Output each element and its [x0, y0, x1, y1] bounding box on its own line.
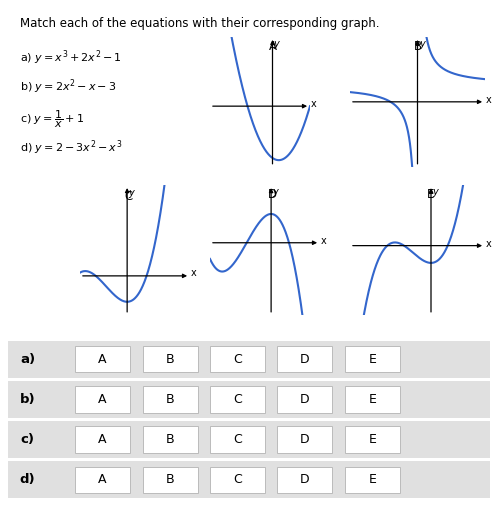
Text: y: y: [128, 188, 134, 198]
Text: x: x: [310, 99, 316, 109]
Text: E: E: [427, 188, 434, 201]
Text: c): c): [20, 433, 34, 446]
Text: A: A: [98, 473, 107, 486]
Text: y: y: [432, 187, 438, 197]
Text: B: B: [166, 473, 174, 486]
Text: B: B: [414, 40, 422, 53]
Text: E: E: [368, 433, 376, 446]
Text: A: A: [98, 433, 107, 446]
Text: D: D: [300, 393, 310, 406]
Text: y: y: [273, 39, 279, 49]
Text: A: A: [98, 353, 107, 366]
Text: c) $y = \dfrac{1}{x} + 1$: c) $y = \dfrac{1}{x} + 1$: [20, 108, 84, 130]
Text: D: D: [300, 433, 310, 446]
Text: C: C: [125, 190, 133, 203]
Text: D: D: [300, 473, 310, 486]
Text: A: A: [270, 41, 278, 53]
Text: x: x: [486, 239, 492, 249]
Text: b) $y = 2x^2 - x - 3$: b) $y = 2x^2 - x - 3$: [20, 77, 116, 96]
Text: a) $y = x^3 + 2x^2 - 1$: a) $y = x^3 + 2x^2 - 1$: [20, 49, 122, 67]
Text: x: x: [190, 268, 196, 278]
Text: D: D: [268, 188, 277, 201]
Text: d) $y = 2 - 3x^2 - x^3$: d) $y = 2 - 3x^2 - x^3$: [20, 139, 122, 157]
Text: E: E: [368, 353, 376, 366]
Text: b): b): [20, 393, 36, 406]
Text: y: y: [272, 187, 278, 197]
Text: x: x: [486, 95, 492, 105]
Text: C: C: [233, 473, 242, 486]
Text: B: B: [166, 353, 174, 366]
Text: y: y: [419, 39, 424, 49]
Text: C: C: [233, 433, 242, 446]
Text: a): a): [20, 353, 35, 366]
Text: B: B: [166, 393, 174, 406]
Text: Match each of the equations with their corresponding graph.: Match each of the equations with their c…: [20, 17, 380, 30]
Text: C: C: [233, 393, 242, 406]
Text: C: C: [233, 353, 242, 366]
Text: E: E: [368, 473, 376, 486]
Text: x: x: [320, 236, 326, 246]
Text: E: E: [368, 393, 376, 406]
Text: d): d): [20, 473, 36, 486]
Text: D: D: [300, 353, 310, 366]
Text: A: A: [98, 393, 107, 406]
Text: B: B: [166, 433, 174, 446]
